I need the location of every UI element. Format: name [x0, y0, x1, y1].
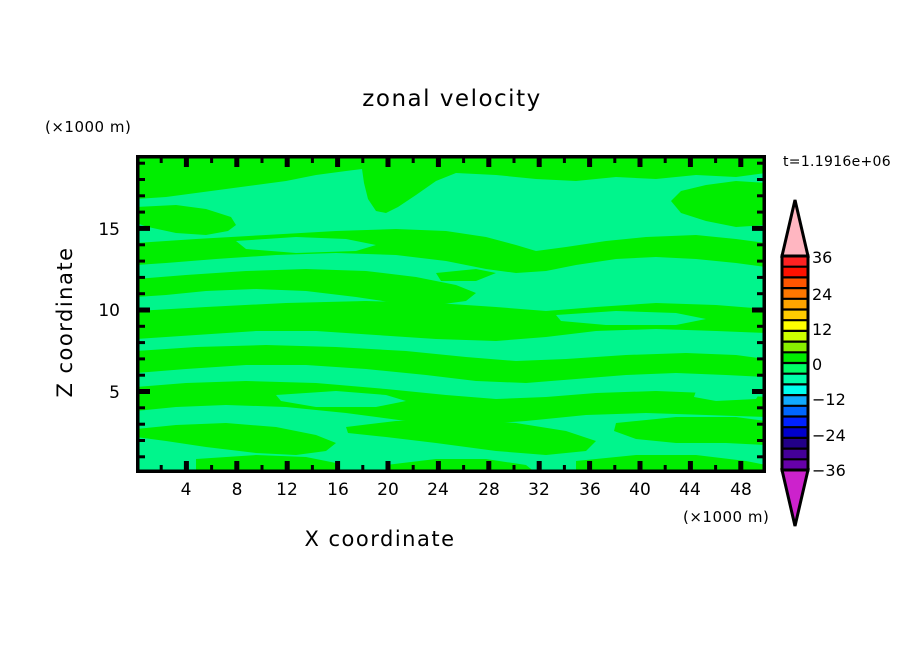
x-tick-label: 44	[679, 480, 701, 500]
x-tick-label: 20	[377, 480, 399, 500]
y-axis-unit-label: (×1000 m)	[45, 118, 132, 136]
y-tick-label: 10	[98, 301, 120, 321]
x-axis-ticks	[159, 461, 766, 473]
page-title: zonal velocity	[362, 86, 542, 112]
time-annotation: t=1.1916e+06	[783, 154, 891, 170]
x-tick-label: 8	[231, 480, 243, 500]
x-tick-label: 40	[629, 480, 651, 500]
x-tick-label: 28	[478, 480, 500, 500]
y-tick-label: 5	[109, 383, 120, 403]
y-axis-ticks	[136, 161, 766, 459]
x-tick-label: 12	[276, 480, 298, 500]
colorbar-band-separators	[782, 265, 808, 461]
x-tick-label: 16	[327, 480, 349, 500]
x-tick-label: 32	[528, 480, 550, 500]
contour-plot[interactable]	[136, 155, 766, 473]
x-tick-label: 4	[180, 480, 192, 500]
colorbar-over-arrow	[780, 199, 810, 258]
x-tick-label: 24	[427, 480, 449, 500]
x-tick-label: 48	[730, 480, 752, 500]
contour-bands	[136, 155, 766, 473]
y-tick-label: 15	[98, 220, 120, 240]
x-axis-title: X coordinate	[304, 527, 456, 551]
colorbar-tick-label: −12	[812, 390, 846, 409]
colorbar[interactable]	[778, 198, 812, 528]
x-axis-ticks-top	[159, 155, 744, 167]
y-axis-title: Z coordinate	[53, 246, 77, 398]
colorbar-tick-label: 24	[812, 285, 833, 304]
x-tick-label: 36	[579, 480, 601, 500]
colorbar-tick-label: 0	[812, 355, 823, 374]
x-axis-unit-label: (×1000 m)	[683, 508, 770, 526]
colorbar-tick-label: −24	[812, 426, 846, 445]
colorbar-tick-label: −36	[812, 461, 846, 480]
colorbar-tick-label: 12	[812, 320, 833, 339]
colorbar-tick-label: 36	[812, 248, 833, 267]
colorbar-bands	[782, 256, 808, 470]
colorbar-under-arrow	[780, 468, 810, 527]
